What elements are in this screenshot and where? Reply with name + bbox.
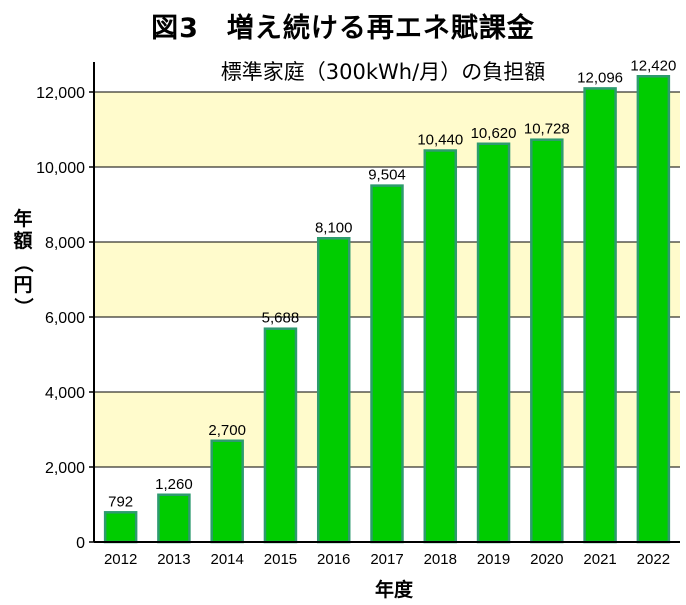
bar: [370, 184, 404, 544]
bar: [530, 138, 564, 544]
figure-title: 図3 増え続ける再エネ賦課金: [151, 13, 535, 44]
y-tick-label: 0: [76, 535, 85, 552]
bar-value-label: 792: [108, 493, 133, 510]
bar: [210, 439, 244, 544]
bar-value-label: 9,504: [368, 167, 406, 184]
bar-value-label: 12,420: [630, 57, 676, 74]
x-tick-label: 2012: [104, 551, 137, 568]
y-axis-label-char: 円: [13, 274, 33, 296]
x-tick-label: 2014: [210, 551, 243, 568]
bar: [636, 75, 671, 544]
bar: [157, 493, 191, 544]
y-axis-label-char: 年: [13, 208, 33, 230]
x-tick-label: 2020: [530, 551, 563, 568]
bar-value-label: 5,688: [262, 310, 300, 327]
x-tick-label: 2015: [264, 551, 297, 568]
x-tick-label: 2022: [637, 551, 670, 568]
bar-value-label: 8,100: [315, 219, 353, 236]
chart-title: 標準家庭（300kWh/月）の負担額: [220, 60, 546, 84]
y-tick-label: 8,000: [45, 235, 85, 252]
x-tick-label: 2013: [157, 551, 190, 568]
bar: [263, 327, 298, 544]
x-tick-label: 2019: [477, 551, 510, 568]
bar-value-label: 2,700: [208, 422, 246, 439]
x-tick-label: 2017: [370, 551, 403, 568]
y-axis-label: 年額（円）: [12, 208, 34, 318]
y-tick-label: 12,000: [36, 85, 85, 102]
bar-value-label: 10,620: [471, 125, 517, 142]
y-tick-label: 10,000: [36, 160, 85, 177]
background-band: [94, 92, 680, 167]
bar: [583, 87, 617, 544]
x-tick-label: 2021: [583, 551, 616, 568]
y-tick-label: 4,000: [45, 385, 85, 402]
y-tick-label: 2,000: [45, 460, 85, 477]
x-tick-label: 2018: [424, 551, 457, 568]
x-tick-label: 2016: [317, 551, 350, 568]
bar-value-label: 10,440: [417, 132, 463, 149]
bar: [423, 149, 458, 544]
y-axis-label-char: 額: [13, 230, 33, 252]
bar: [316, 237, 351, 544]
bar: [103, 511, 138, 544]
bar-value-label: 10,728: [524, 121, 570, 138]
bar-value-label: 12,096: [577, 69, 623, 86]
y-tick-label: 6,000: [45, 310, 85, 327]
bar-value-label: 1,260: [155, 476, 193, 493]
bar: [476, 142, 511, 544]
x-axis-label: 年度: [374, 579, 413, 601]
